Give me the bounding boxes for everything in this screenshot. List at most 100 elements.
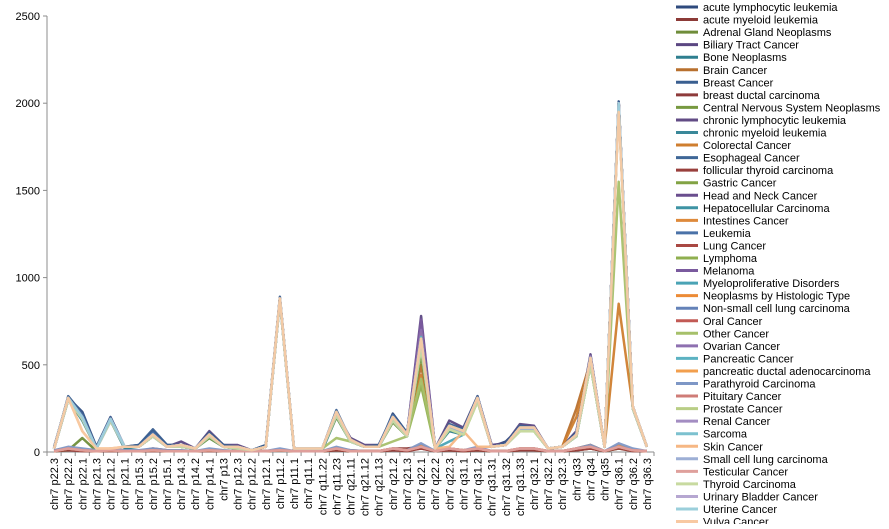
x-tick-label: chr7 q21.12 bbox=[360, 458, 372, 516]
series-line bbox=[52, 103, 649, 452]
y-tick-label: 2000 bbox=[16, 98, 40, 110]
x-tick-label: chr7 q11.1 bbox=[303, 458, 315, 509]
legend-label: Myeloproliferative Disorders bbox=[703, 278, 840, 290]
legend-label: Gastric Cancer bbox=[703, 178, 777, 190]
x-tick-label: chr7 p21.2 bbox=[106, 458, 118, 510]
series-line bbox=[52, 100, 649, 452]
series-line bbox=[52, 101, 649, 452]
x-tick-label: chr7 q32.3 bbox=[557, 458, 569, 510]
x-tick-label: chr7 q22.2 bbox=[430, 458, 442, 510]
x-tick-label: chr7 q32.2 bbox=[543, 458, 555, 510]
series-line bbox=[52, 105, 649, 452]
legend-label: Oral Cancer bbox=[703, 316, 763, 328]
legend-label: Central Nervous System Neoplasms bbox=[703, 102, 881, 114]
legend-label: Breast Cancer bbox=[703, 77, 774, 89]
legend-label: Thyroid Carcinoma bbox=[703, 479, 797, 491]
legend-label: Lung Cancer bbox=[703, 240, 766, 252]
y-tick-label: 2500 bbox=[16, 11, 40, 23]
series-line bbox=[52, 100, 649, 452]
legend-label: Skin Cancer bbox=[703, 441, 763, 453]
legend-label: Esophageal Cancer bbox=[703, 153, 800, 165]
legend-label: Neoplasms by Histologic Type bbox=[703, 291, 850, 303]
series-line bbox=[52, 297, 649, 452]
series-line bbox=[52, 101, 649, 452]
series-line bbox=[52, 180, 649, 452]
x-tick-label: chr7 q11.22 bbox=[317, 458, 329, 515]
series-line bbox=[52, 103, 649, 452]
series-line bbox=[52, 101, 649, 452]
x-tick-label: chr7 q21.2 bbox=[388, 458, 400, 510]
legend-label: Pancreatic Cancer bbox=[703, 353, 794, 365]
x-tick-label: chr7 p21.3 bbox=[91, 458, 103, 510]
x-tick-label: chr7 p15.2 bbox=[148, 458, 160, 510]
legend-label: Urinary Bladder Cancer bbox=[703, 491, 818, 503]
x-tick-label: chr7 p12.3 bbox=[233, 458, 245, 510]
legend-label: Leukemia bbox=[703, 228, 752, 240]
legend-label: pancreatic ductal adenocarcinoma bbox=[703, 366, 871, 378]
x-tick-label: chr7 p15.1 bbox=[162, 458, 174, 510]
legend-label: acute myeloid leukemia bbox=[703, 15, 819, 27]
series-line bbox=[52, 101, 649, 452]
x-tick-label: chr7 p22.2 bbox=[63, 458, 75, 510]
series-line bbox=[52, 105, 649, 452]
x-tick-label: chr7 p15.3 bbox=[134, 458, 146, 510]
x-tick-label: chr7 p11.2 bbox=[275, 458, 287, 509]
series-line bbox=[52, 101, 649, 452]
x-tick-label: chr7 q35 bbox=[600, 458, 612, 501]
x-tick-label: chr7 q31.2 bbox=[473, 458, 485, 510]
x-tick-label: chr7 q11.23 bbox=[331, 458, 343, 515]
x-tick-label: chr7 p14.3 bbox=[176, 458, 188, 510]
series-line bbox=[52, 101, 649, 452]
series-line bbox=[52, 105, 649, 452]
series-line bbox=[52, 101, 649, 452]
legend-label: Vulva Cancer bbox=[703, 517, 769, 524]
legend-label: chronic myeloid leukemia bbox=[703, 128, 827, 140]
legend-label: Lymphoma bbox=[703, 253, 758, 265]
x-tick-label: chr7 p12.2 bbox=[247, 458, 259, 510]
series-line bbox=[52, 103, 649, 452]
x-tick-label: chr7 p22.3 bbox=[49, 458, 61, 510]
y-tick-label: 500 bbox=[22, 360, 40, 372]
x-tick-label: chr7 q31.32 bbox=[501, 458, 513, 516]
x-tick-label: chr7 p21.1 bbox=[120, 458, 132, 510]
x-tick-label: chr7 q34 bbox=[585, 458, 597, 501]
series-line bbox=[52, 105, 649, 452]
x-tick-label: chr7 p22.1 bbox=[77, 458, 89, 510]
series-line bbox=[52, 103, 649, 452]
series-line bbox=[52, 101, 649, 452]
series-line bbox=[52, 101, 649, 452]
legend-label: Parathyroid Carcinoma bbox=[703, 379, 816, 391]
legend-label: Brain Cancer bbox=[703, 65, 768, 77]
legend-label: Intestines Cancer bbox=[703, 215, 789, 227]
x-tick-label: chr7 q36.2 bbox=[628, 458, 640, 510]
x-tick-label: chr7 p14.1 bbox=[204, 458, 216, 510]
legend-label: Head and Neck Cancer bbox=[703, 190, 818, 202]
series-line bbox=[52, 101, 649, 452]
series-line bbox=[53, 445, 647, 453]
x-tick-label: chr7 q22.3 bbox=[444, 458, 456, 510]
legend-label: chronic lymphocytic leukemia bbox=[703, 115, 847, 127]
series-line bbox=[52, 101, 649, 452]
x-tick-label: chr7 p11.1 bbox=[289, 458, 301, 509]
y-tick-label: 0 bbox=[34, 447, 40, 459]
x-tick-label: chr7 q36.3 bbox=[642, 458, 654, 510]
legend-label: Sarcoma bbox=[703, 429, 748, 441]
legend-label: Biliary Tract Cancer bbox=[703, 40, 799, 52]
legend-label: acute lymphocytic leukemia bbox=[703, 2, 838, 14]
x-tick-label: chr7 q36.1 bbox=[614, 458, 626, 510]
series-line bbox=[52, 101, 649, 452]
legend-label: Adrenal Gland Neoplasms bbox=[703, 27, 832, 39]
x-tick-label: chr7 q21.13 bbox=[374, 458, 386, 516]
x-tick-label: chr7 q31.33 bbox=[515, 458, 527, 516]
legend-label: breast ductal carcinoma bbox=[703, 90, 821, 102]
legend-label: Renal Cancer bbox=[703, 416, 771, 428]
legend-label: follicular thyroid carcinoma bbox=[703, 165, 834, 177]
series-line bbox=[52, 110, 649, 452]
legend-label: Other Cancer bbox=[703, 328, 769, 340]
legend-label: Ovarian Cancer bbox=[703, 341, 780, 353]
legend-label: Colorectal Cancer bbox=[703, 140, 791, 152]
series-line bbox=[52, 101, 649, 452]
x-tick-label: chr7 q32.1 bbox=[529, 458, 541, 510]
